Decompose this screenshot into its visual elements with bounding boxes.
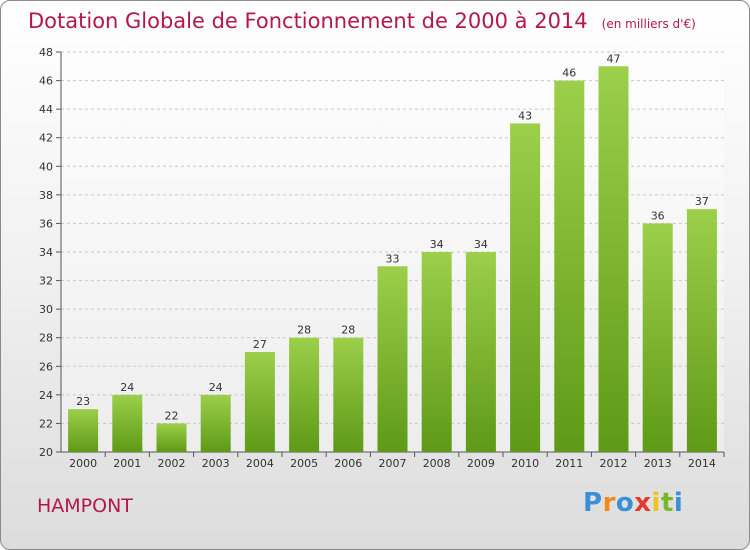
data-label: 33 xyxy=(386,252,400,265)
bar xyxy=(642,223,673,452)
y-tick-label: 48 xyxy=(39,46,53,59)
y-tick-label: 28 xyxy=(39,332,53,345)
data-label: 46 xyxy=(562,67,576,80)
y-tick-label: 22 xyxy=(39,417,53,430)
data-label: 23 xyxy=(76,395,90,408)
data-label: 22 xyxy=(165,409,179,422)
title-text: Dotation Globale de Fonctionnement de 20… xyxy=(28,9,588,33)
place-name: HAMPONT xyxy=(37,495,133,517)
bar xyxy=(156,423,187,452)
bar xyxy=(244,352,275,452)
y-tick-label: 24 xyxy=(39,389,53,402)
y-tick-label: 26 xyxy=(39,360,53,373)
bar xyxy=(333,337,364,452)
x-tick-label: 2004 xyxy=(246,457,274,470)
y-tick-label: 34 xyxy=(39,246,53,259)
x-tick-label: 2000 xyxy=(69,457,97,470)
x-tick-label: 2007 xyxy=(379,457,407,470)
data-label: 43 xyxy=(518,109,532,122)
y-tick-label: 38 xyxy=(39,189,53,202)
x-tick-label: 2001 xyxy=(113,457,141,470)
bar xyxy=(554,80,585,453)
y-tick-label: 20 xyxy=(39,446,53,459)
x-tick-label: 2003 xyxy=(202,457,230,470)
x-tick-label: 2010 xyxy=(511,457,539,470)
data-label: 27 xyxy=(253,338,267,351)
bar xyxy=(421,252,452,452)
x-tick-label: 2006 xyxy=(334,457,362,470)
x-tick-label: 2002 xyxy=(158,457,186,470)
data-label: 37 xyxy=(695,195,709,208)
y-tick-label: 44 xyxy=(39,103,53,116)
bar xyxy=(289,337,320,452)
y-tick-label: 30 xyxy=(39,303,53,316)
bar xyxy=(200,394,231,452)
x-tick-label: 2005 xyxy=(290,457,318,470)
bar xyxy=(465,252,496,452)
bar xyxy=(68,409,99,452)
x-tick-label: 2009 xyxy=(467,457,495,470)
bar xyxy=(510,123,541,452)
x-tick-label: 2008 xyxy=(423,457,451,470)
chart-title: Dotation Globale de Fonctionnement de 20… xyxy=(28,9,696,33)
y-tick-label: 36 xyxy=(39,217,53,230)
chart-subtitle: (en milliers d'€) xyxy=(601,17,696,31)
bar xyxy=(686,209,717,452)
x-tick-label: 2014 xyxy=(688,457,716,470)
bar xyxy=(377,266,408,452)
x-tick-label: 2011 xyxy=(555,457,583,470)
data-label: 28 xyxy=(341,324,355,337)
data-label: 34 xyxy=(430,238,444,251)
bar xyxy=(598,66,629,453)
y-tick-label: 42 xyxy=(39,132,53,145)
data-label: 47 xyxy=(607,52,621,65)
x-tick-label: 2013 xyxy=(644,457,672,470)
y-tick-label: 40 xyxy=(39,160,53,173)
data-label: 24 xyxy=(120,381,134,394)
y-tick-label: 32 xyxy=(39,275,53,288)
x-tick-label: 2012 xyxy=(600,457,628,470)
data-label: 36 xyxy=(651,209,665,222)
y-tick-label: 46 xyxy=(39,75,53,88)
data-label: 24 xyxy=(209,381,223,394)
data-label: 34 xyxy=(474,238,488,251)
data-label: 28 xyxy=(297,324,311,337)
proxiti-logo: Proxiti xyxy=(583,488,684,518)
bar xyxy=(112,394,143,452)
